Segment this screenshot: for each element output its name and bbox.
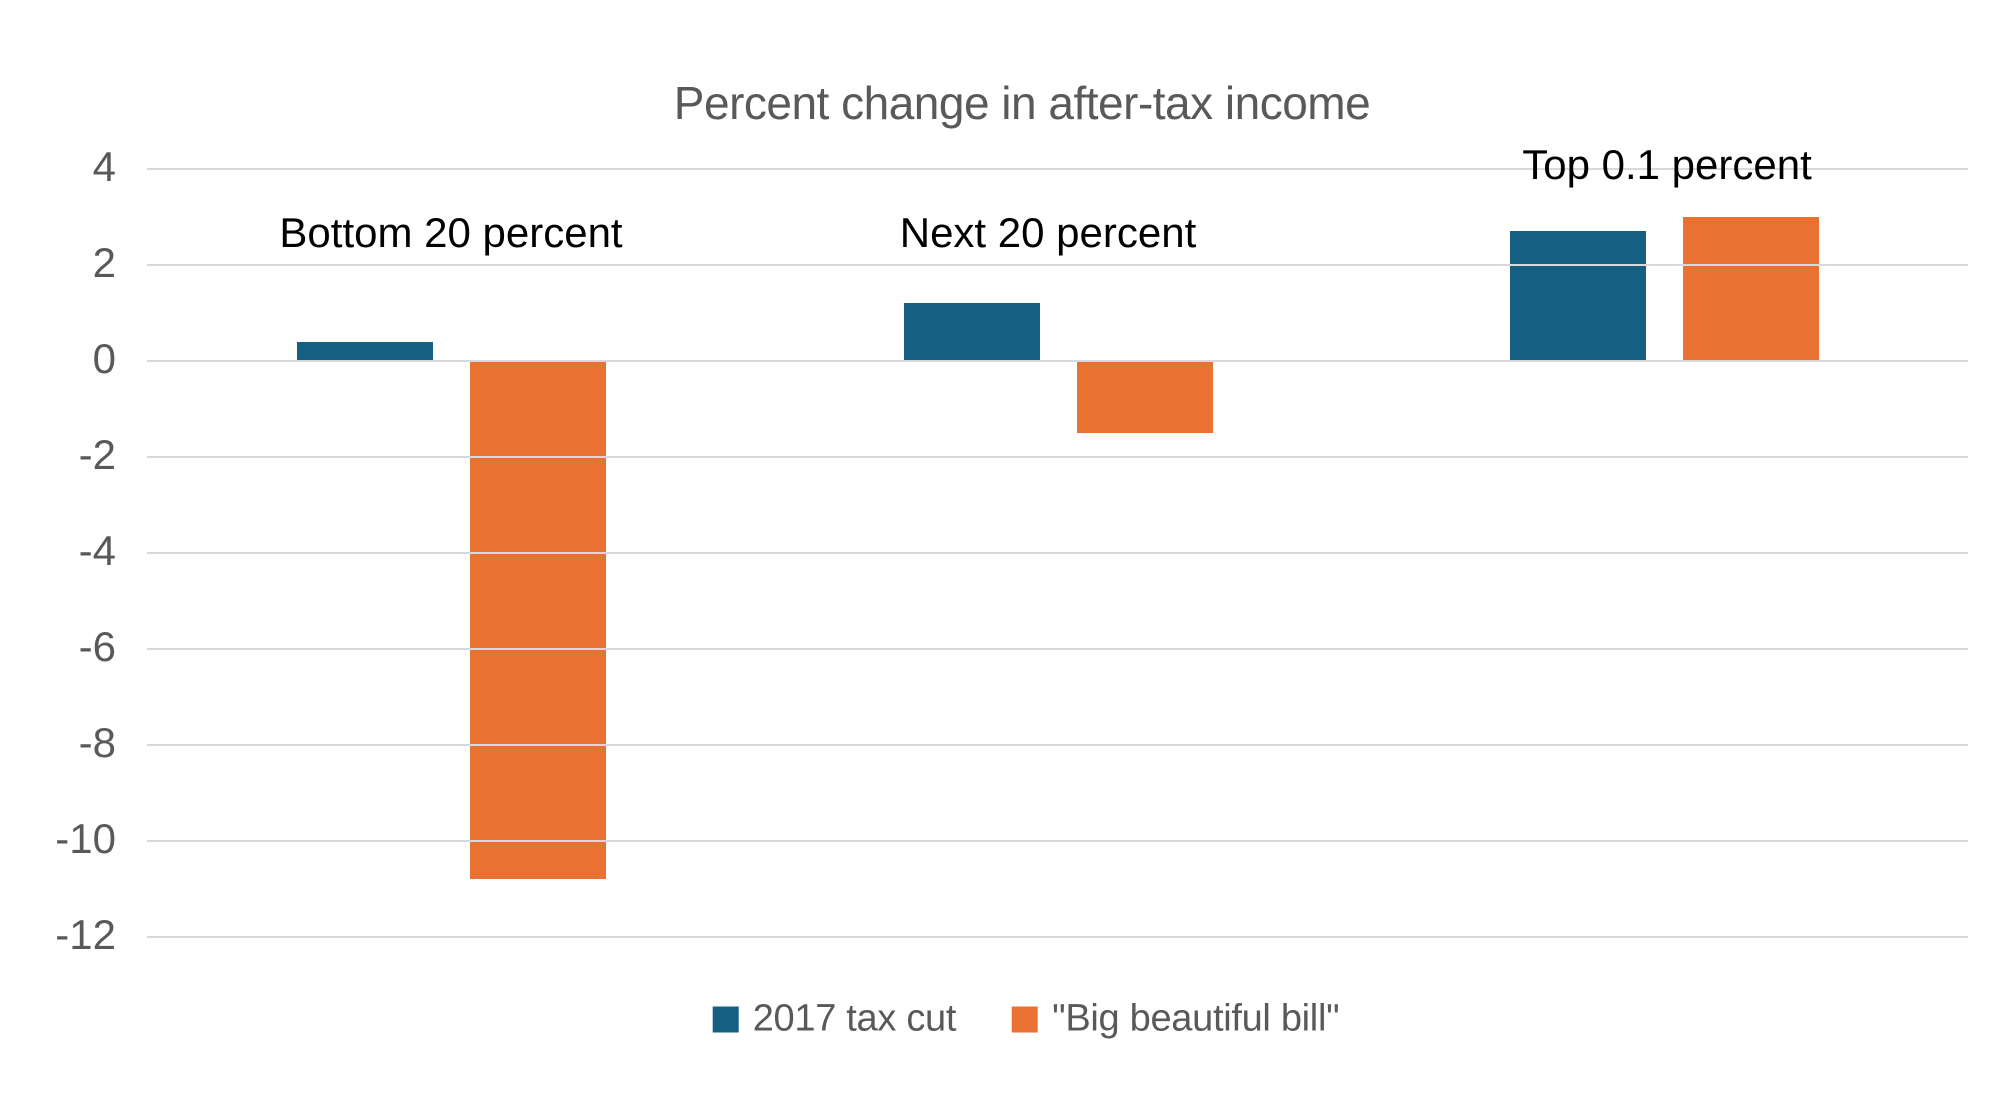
- legend: 2017 tax cut "Big beautiful bill": [712, 997, 1340, 1041]
- category-label-bottom-20-percent: Bottom 20 percent: [279, 209, 623, 256]
- legend-swatch-big-beautiful-bill-icon: [1012, 1006, 1039, 1032]
- gridline-y-0: [147, 360, 1968, 362]
- gridline-y-2: [147, 456, 1968, 458]
- y-axis-tick-label-4: 4: [92, 143, 116, 191]
- y-axis-tick-label-2: 2: [92, 239, 116, 287]
- bar-2017-tax-cut-next-20-percent: [903, 303, 1040, 361]
- legend-item-2017-tax-cut: 2017 tax cut: [712, 997, 957, 1041]
- legend-swatch-2017-tax-cut-icon: [712, 1006, 739, 1032]
- y-axis-tick-label-12: -12: [55, 911, 116, 959]
- y-axis-tick-label-8: -8: [78, 719, 116, 767]
- bar-2017-tax-cut-bottom-20-percent: [296, 341, 433, 361]
- y-axis-tick-label-4: -4: [78, 527, 116, 575]
- y-axis-tick-label-6: -6: [78, 623, 116, 671]
- legend-label-2017-tax-cut: 2017 tax cut: [752, 997, 957, 1040]
- gridline-y-4: [147, 168, 1968, 170]
- bar-2017-tax-cut-top-0-1-percent: [1509, 231, 1646, 361]
- y-axis-tick-label-0: 0: [92, 335, 116, 383]
- gridline-y-4: [147, 552, 1968, 554]
- gridline-y-8: [147, 744, 1968, 746]
- y-axis-tick-label-10: -10: [55, 815, 116, 863]
- gridline-y-10: [147, 840, 1968, 842]
- gridline-y-2: [147, 264, 1968, 266]
- bar-big-beautiful-bill-next-20-percent: [1076, 361, 1213, 433]
- legend-item-big-beautiful-bill: "Big beautiful bill": [1012, 997, 1340, 1041]
- gridline-y-6: [147, 648, 1968, 650]
- bar-big-beautiful-bill-top-0-1-percent: [1682, 217, 1819, 361]
- gridline-y-12: [147, 936, 1968, 938]
- category-label-next-20-percent: Next 20 percent: [899, 209, 1197, 256]
- category-label-top-0-1-percent: Top 0.1 percent: [1522, 141, 1812, 188]
- y-axis-tick-label-2: -2: [78, 431, 116, 479]
- legend-label-big-beautiful-bill: "Big beautiful bill": [1052, 997, 1340, 1040]
- bar-big-beautiful-bill-bottom-20-percent: [469, 361, 606, 880]
- chart-title: Percent change in after-tax income: [673, 77, 1371, 129]
